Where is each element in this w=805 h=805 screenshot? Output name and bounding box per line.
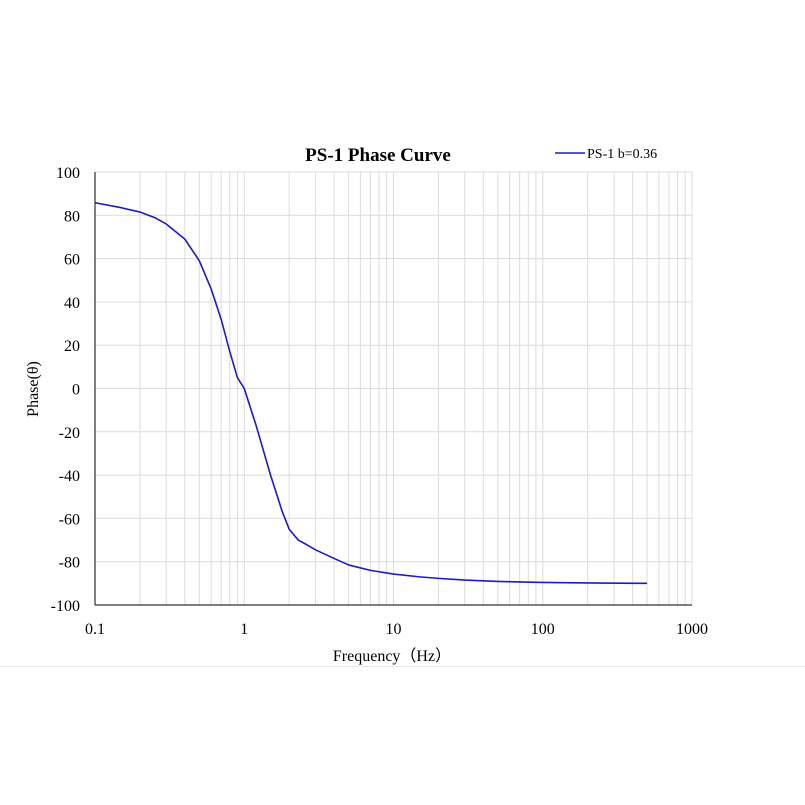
series-layer — [94, 201, 648, 585]
page-divider — [0, 666, 805, 667]
y-tick-label: 0 — [72, 382, 80, 399]
y-tick-label: -100 — [51, 598, 80, 615]
y-tick-label: 100 — [56, 165, 80, 182]
axis-layer: 100 80 60 40 20 0 -20 -40 -60 -80 -100 0.1 1 10 100 100… — [51, 165, 708, 638]
y-tick-label: -40 — [59, 468, 80, 485]
label-layer: PS-1 Phase Curve Frequency（Hz） Phase(θ) — [25, 145, 451, 665]
x-tick-label: 100 — [531, 621, 555, 638]
x-axis-label: Frequency（Hz） — [333, 647, 451, 665]
x-tick-label: 1000 — [676, 621, 708, 638]
y-tick-label: 20 — [64, 338, 80, 355]
y-tick-label: 80 — [64, 208, 80, 225]
series-line — [94, 201, 648, 585]
y-axis-label: Phase(θ) — [25, 361, 42, 417]
chart-title: PS-1 Phase Curve — [305, 145, 451, 166]
y-tick-label: 40 — [64, 295, 80, 312]
x-tick-label: 0.1 — [85, 621, 105, 638]
x-tick-label: 1 — [240, 621, 248, 638]
y-tick-label: -60 — [59, 511, 80, 528]
grid-layer — [95, 171, 693, 605]
legend: PS-1 b=0.36 — [555, 147, 657, 162]
y-tick-label: -80 — [59, 555, 80, 572]
x-tick-label: 10 — [386, 621, 402, 638]
legend-label: PS-1 b=0.36 — [587, 147, 657, 162]
y-tick-label: -20 — [59, 425, 80, 442]
y-tick-label: 60 — [64, 252, 80, 269]
